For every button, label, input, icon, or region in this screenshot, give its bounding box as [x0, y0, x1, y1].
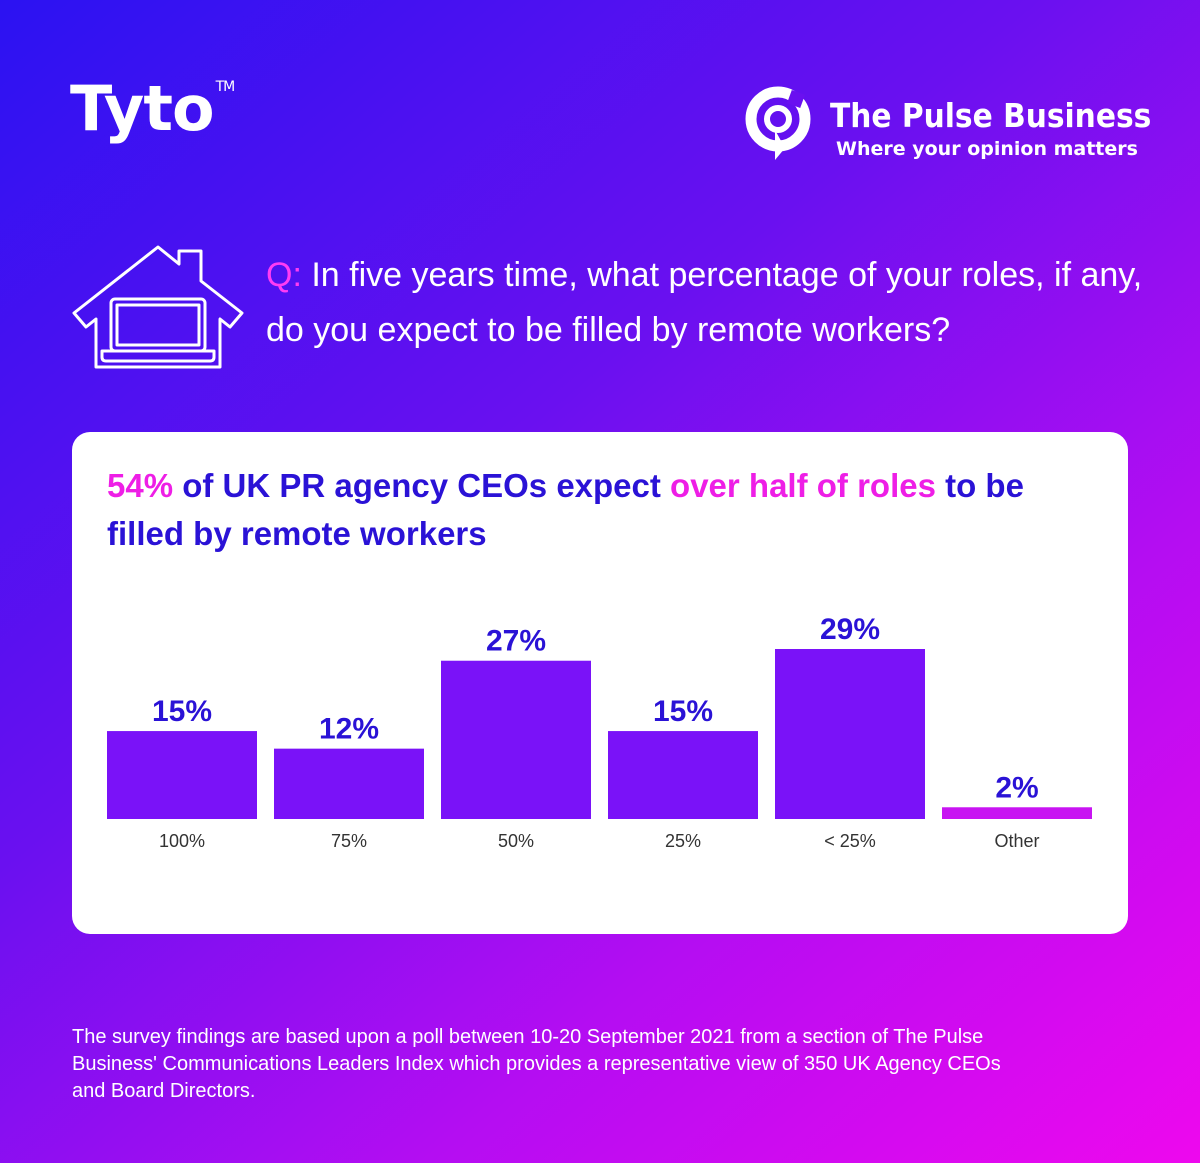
headline-highlight: over half of roles: [670, 467, 936, 504]
headline-text-1: of UK PR agency CEOs expect: [173, 467, 671, 504]
tyto-logo-text: Tyto: [70, 72, 215, 145]
pulse-brand-name: The Pulse Business: [830, 96, 1152, 135]
bar-category-label: 75%: [331, 831, 367, 851]
tyto-trademark: TM: [215, 79, 236, 95]
headline-text-2: to be filled by remote workers: [107, 467, 1024, 552]
bar-value-label: 29%: [820, 613, 880, 646]
chart-card: 54% of UK PR agency CEOs expect over hal…: [72, 432, 1128, 934]
bar-category-label: < 25%: [824, 831, 876, 851]
bar-value-label: 15%: [152, 695, 212, 728]
house-laptop-icon: [72, 245, 244, 369]
bar-1: [107, 731, 257, 819]
survey-footnote: The survey findings are based upon a pol…: [72, 1026, 1001, 1102]
pulse-tagline: Where your opinion matters: [836, 138, 1138, 160]
bar-category-label: 50%: [498, 831, 534, 851]
bar-category-label: 25%: [665, 831, 701, 851]
bar-value-label: 12%: [319, 713, 379, 746]
question-text: In five years time, what percentage of y…: [266, 256, 1143, 349]
bar-5: [775, 649, 925, 819]
survey-question: Q: In five years time, what percentage o…: [266, 248, 1166, 358]
chart-headline: 54% of UK PR agency CEOs expect over hal…: [107, 462, 1087, 558]
bar-4: [608, 731, 758, 819]
tyto-logo: Tyto TM: [70, 78, 236, 140]
bar-category-label: Other: [994, 831, 1039, 851]
bar-3: [441, 660, 591, 819]
bar-chart: 15% 100% 12% 75% 27% 50% 15% 25% 29% < 25% 2% Other: [107, 613, 1092, 851]
pulse-logo-icon: [745, 86, 811, 160]
bar-6: [942, 807, 1092, 819]
bar-2: [274, 748, 424, 819]
bar-category-label: 100%: [159, 831, 205, 851]
headline-percent: 54%: [107, 467, 174, 504]
bar-value-label: 27%: [486, 625, 546, 658]
bar-value-label: 2%: [995, 771, 1038, 804]
bar-value-label: 15%: [653, 695, 713, 728]
question-prefix: Q:: [266, 256, 302, 294]
